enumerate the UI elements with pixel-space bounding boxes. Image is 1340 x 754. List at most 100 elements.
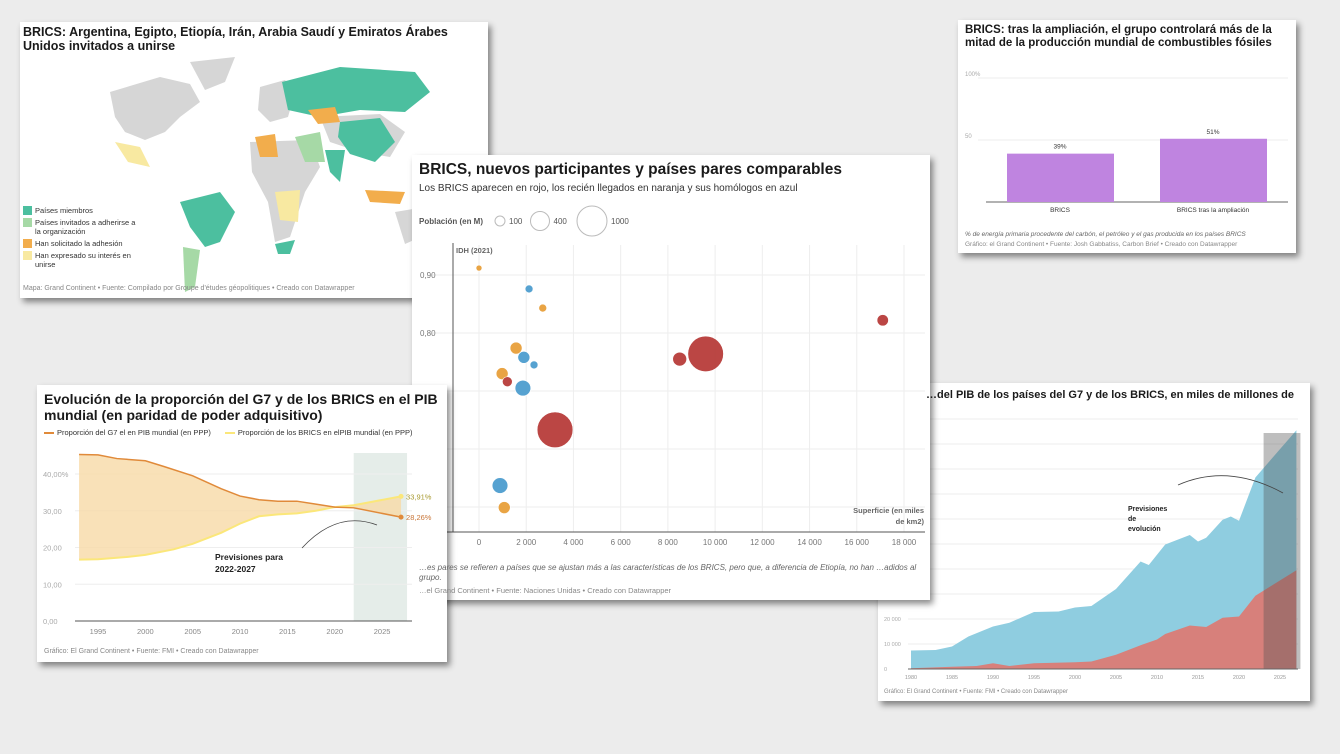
world-map: [110, 57, 432, 292]
annotation-arrow: [301, 520, 378, 549]
annotation-text: Previsiones para: [215, 552, 283, 562]
share-chart: 0,00 10,00 20,00 30,00 40,00% 1995 2000 2005 201…: [43, 453, 432, 636]
map-middle-east: [295, 132, 325, 162]
data-point: [475, 264, 483, 272]
x-tick-label: BRICS tras la ampliación: [1177, 207, 1250, 214]
end-point: [398, 493, 404, 499]
scatter-note: …es pares se refieren a países que se aj…: [419, 562, 917, 582]
legend-label: Países miembros: [35, 206, 93, 215]
forecast-band: [353, 453, 408, 621]
y-tick-label: 10,00: [43, 580, 62, 589]
legend-swatch: [23, 251, 32, 260]
legend-swatch: [23, 239, 32, 248]
data-point: [536, 411, 574, 449]
gdp-area-panel: 0 10 000 20 000 1980 1985 1990 1995 2000 2005 201…: [878, 383, 1310, 701]
x-tick-label: 2020: [1233, 675, 1245, 681]
data-point: [687, 335, 724, 372]
legend-swatch: [23, 218, 32, 227]
fossil-title: BRICS: tras la ampliación, el grupo cont…: [965, 24, 1272, 50]
x-tick-label: 0: [477, 538, 482, 547]
y-tick-label: 40,00%: [43, 470, 69, 479]
x-tick-label: 12 000: [750, 538, 775, 547]
map-brazil: [180, 192, 235, 247]
y-tick-label: 0,80: [420, 329, 436, 338]
map-legend: Países miembros Países invitados a adheri…: [23, 206, 141, 272]
bar: [1007, 153, 1114, 202]
y-tick-label: 30,00: [43, 507, 62, 516]
forecast-band: [1263, 433, 1301, 669]
gdp-source: Gráfico: El Grand Continent • Fuente: FM…: [884, 688, 1068, 695]
map-china: [338, 118, 395, 162]
data-point: [495, 367, 509, 380]
fossil-bar-panel: 100% 50 39% BRICS 51% BRICS tras la ampliació…: [958, 20, 1296, 253]
annotation-text: Previsiones: [1128, 506, 1167, 513]
map-legend-item: Países miembros: [23, 206, 141, 215]
end-label: 28,26%: [406, 513, 432, 522]
x-tick-label: 2005: [184, 627, 201, 636]
bar: [1160, 138, 1267, 202]
x-tick-label: 2025: [374, 627, 391, 636]
series-line-g7: [79, 453, 402, 518]
size-legend-circle: [530, 211, 550, 231]
map-greenland: [190, 57, 235, 90]
size-legend-circle: [494, 215, 506, 227]
map-source: Mapa: Grand Continent • Fuente: Compilad…: [23, 285, 355, 293]
size-legend-value: 100: [509, 217, 523, 226]
x-tick-label: 1985: [946, 675, 958, 681]
scatter-subtitle: Los BRICS aparecen en rojo, los recién l…: [419, 182, 798, 194]
data-point: [529, 360, 539, 370]
map-legend-item: Han expresado su interés en unirse: [23, 251, 141, 269]
bar-value-label: 39%: [1053, 144, 1066, 151]
area-g7: [911, 430, 1297, 669]
y-tick-label: 20,00: [43, 544, 62, 553]
map-india: [325, 150, 345, 182]
legend-item: Proporción de los BRICS en elPIB mundial…: [224, 428, 413, 438]
x-axis-label-cont: de km2): [896, 517, 925, 526]
gdp-chart: 0 10 000 20 000 1980 1985 1990 1995 2000 2005 201…: [884, 418, 1301, 681]
x-tick-label: 6 000: [611, 538, 632, 547]
data-point: [517, 351, 531, 364]
y-tick-label: 20 000: [884, 617, 901, 623]
x-tick-label: 2015: [279, 627, 296, 636]
y-tick-label: 100%: [965, 72, 981, 78]
x-axis-label: Superficie (en miles: [853, 506, 924, 515]
x-tick-label: 2000: [1069, 675, 1081, 681]
data-point: [514, 379, 532, 397]
share-source: Gráfico: El Grand Continent • Fuente: FM…: [44, 648, 259, 656]
share-line-panel: 0,00 10,00 20,00 30,00 40,00% 1995 2000 2005 201…: [37, 385, 447, 662]
legend-label: Proporción de los BRICS en elPIB mundial…: [237, 428, 413, 438]
map-indonesia: [365, 190, 405, 204]
fossil-chart: 100% 50 39% BRICS 51% BRICS tras la ampliació…: [965, 72, 1288, 214]
x-tick-label: 10 000: [703, 538, 728, 547]
map-argentina: [183, 247, 200, 292]
scatter-title: BRICS, nuevos participantes y países par…: [419, 161, 842, 178]
end-label: 33,91%: [406, 492, 432, 501]
map-south-africa: [275, 240, 295, 254]
y-axis-label: IDH (2021): [456, 246, 493, 255]
size-legend-value: 1000: [611, 217, 629, 226]
x-tick-label: 2010: [232, 627, 249, 636]
map-algeria: [255, 134, 278, 157]
map-panel: BRICS: Argentina, Egipto, Etiopía, Irán,…: [20, 22, 488, 298]
y-tick-label: 0,00: [43, 617, 58, 626]
map-russia: [282, 67, 430, 117]
end-point: [398, 514, 404, 520]
x-tick-label: 2010: [1151, 675, 1163, 681]
scatter-panel: Población (en M) 100 400 1000 IDH (2021) 0,90…: [412, 155, 930, 600]
map-kazakhstan: [308, 107, 340, 124]
data-point: [491, 477, 509, 494]
series-line-brics: [79, 495, 402, 561]
x-tick-label: 18 000: [892, 538, 917, 547]
x-tick-label: 2 000: [516, 538, 537, 547]
data-point: [502, 376, 513, 387]
legend-line-swatch: [224, 432, 235, 435]
x-tick-label: 4 000: [563, 538, 584, 547]
annotation-text-cont: 2022-2027: [215, 564, 256, 574]
y-tick-label: 10 000: [884, 642, 901, 648]
x-tick-label: 1995: [1028, 675, 1040, 681]
size-legend-value: 400: [554, 217, 568, 226]
gdp-title: …del PIB de los países del G7 y de los B…: [926, 389, 1295, 401]
fossil-source: Gráfico: el Grand Continent • Fuente: Jo…: [965, 240, 1238, 248]
x-tick-label: 1995: [90, 627, 107, 636]
x-tick-label: BRICS: [1050, 207, 1071, 214]
